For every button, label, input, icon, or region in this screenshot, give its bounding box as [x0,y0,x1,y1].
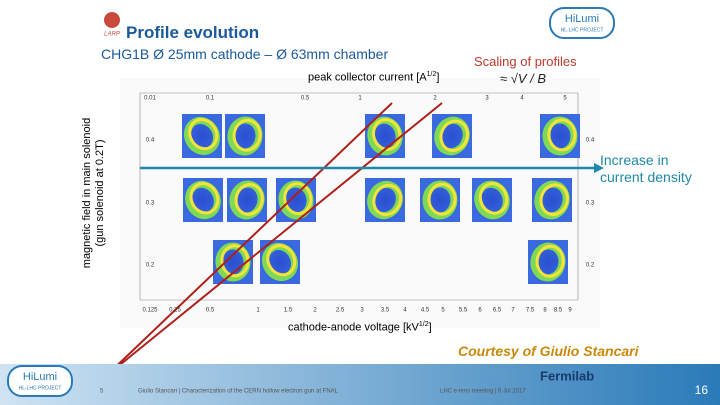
left-tick-label: 0.2 [146,263,155,269]
title: Profile evolution [126,23,260,42]
bottom-tick-label: 8.5 [554,308,563,314]
bottom-label-end: ] [428,321,432,334]
bottom-tick-label: 3.5 [381,308,390,314]
profile-ring-core [220,244,250,278]
left-tick-label: 0.4 [146,138,155,144]
top-tick-label: 3 [485,96,489,102]
bottom-tick-label: 8 [543,308,547,314]
top-label: peak collector current [A1/2] [308,71,439,84]
y-label-line: (gun solenoid at 0.2T) [94,139,106,247]
bottom-tick-label: 6 [478,308,482,314]
profile-ring-core [188,118,219,151]
bottom-tick-label: 2.5 [336,308,345,314]
bottom-tick-label: 4.5 [421,308,430,314]
bottom-tick-label: 6.5 [493,308,502,314]
annotation-line: Increase in [600,152,669,168]
larp-logo [104,12,120,28]
bottom-tick-label: 9 [568,308,572,314]
hilumi-text: HiLumi [565,13,599,25]
top-tick-label: 2 [433,96,437,102]
top-tick-label: 0.5 [301,96,310,102]
profile-ring-core [372,183,403,217]
top-label-sup: 1/2 [426,71,437,78]
y-label-line: magnetic field in main solenoid [81,117,93,269]
top-tick-label: 1 [358,96,362,102]
fermilab-logo: Fermilab [540,368,594,383]
top-tick-label: 0.1 [206,96,215,102]
annotation-line: current density [600,169,692,185]
bottom-tick-label: 0.25 [169,308,181,314]
red-line [104,102,443,378]
bottom-tick-label: 1 [256,308,260,314]
annotation: Increase in current density [600,152,692,186]
top-tick-label: 4 [520,96,524,102]
footer-meeting: LHC e-lens meeting | 6 Jul 2017 [440,389,526,395]
bottom-tick-label: 7.5 [526,308,535,314]
profile-ring-core [547,118,577,152]
bottom-tick-label: 5.5 [459,308,468,314]
subtitle: CHG1B Ø 25mm cathode – Ø 63mm chamber [101,46,389,62]
bottom-tick-label: 1.5 [284,308,293,314]
scaling-formula: ≈ √V / B [500,71,547,86]
hilumi-logo [7,365,73,397]
bottom-tick-label: 0.125 [142,308,158,314]
hilumi-sub: HL-LHC PROJECT [561,27,604,33]
profile-ring-core [427,182,457,216]
profile-ring-core [283,182,313,216]
profile-ring-core [189,182,220,215]
bottom-tick-label: 0.5 [206,308,215,314]
top-tick-label: 5 [563,96,567,102]
bottom-tick-label: 3 [360,308,364,314]
left-tick-label: 0.3 [146,201,155,207]
top-label-end: ] [436,71,440,84]
hilumi-text: HiLumi [23,371,57,383]
y-label: magnetic field in main solenoid (gun sole… [81,83,107,303]
bottom-label-sup: 1/2 [418,321,429,328]
right-tick-label: 0.4 [586,138,595,144]
inner-page: 5 [100,389,104,395]
bottom-label: cathode-anode voltage [kV1/2] [288,321,432,334]
hilumi-logo [549,7,615,39]
profile-ring-core [478,182,509,215]
page-number: 16 [695,383,709,397]
top-tick-label: 0.01 [144,96,156,102]
right-tick-label: 0.3 [586,201,595,207]
bottom-tick-label: 7 [511,308,515,314]
profile-ring-core [234,183,264,216]
footer-band [0,364,720,405]
hilumi-sub: HL-LHC PROJECT [19,385,62,391]
profile-ring-core [232,118,262,152]
profile-ring-core [439,119,469,153]
footer-author: Giulio Stancari | Characterization of th… [138,389,339,395]
courtesy: Courtesy of Giulio Stancari [458,343,639,359]
red-line [104,102,393,378]
bottom-tick-label: 5 [441,308,445,314]
profile-ring-core [371,118,402,151]
larp-text: LARP [104,32,120,38]
bottom-tick-label: 4 [403,308,407,314]
profile-ring-core [539,183,569,216]
bottom-label-text: cathode-anode voltage [kV [288,321,419,334]
bottom-tick-label: 2 [313,308,317,314]
right-tick-label: 0.2 [586,263,595,269]
top-label-text: peak collector current [A [308,71,427,84]
profile-ring-core [266,244,297,277]
arrow-head [594,163,604,173]
profile-ring-core [535,244,565,278]
scaling-title: Scaling of profiles [474,54,577,69]
